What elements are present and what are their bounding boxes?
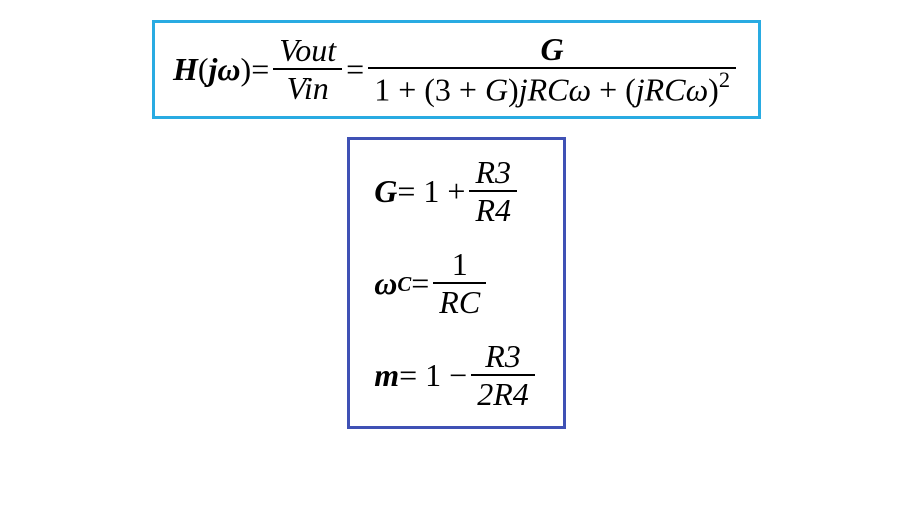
two-R4: 2R4 [471,376,535,412]
G-symbol: G [374,175,397,207]
G-equals: = 1 + [397,175,465,207]
vin: Vin [281,70,335,106]
equals-1: = [251,53,269,85]
one: 1 [446,246,474,282]
R4: R4 [469,192,517,228]
R3: R3 [469,154,517,190]
numerator-G: G [535,31,570,67]
one-over-RC: 1 RC [433,246,486,320]
open-paren: ( [198,53,209,85]
transfer-function-equation: H ( j ω ) = Vout Vin = G 1 + (3 + G)jRCω… [173,31,740,108]
m-definition: m = 1 − R3 2R4 [374,338,539,412]
R3-2: R3 [479,338,527,374]
equals-2: = [346,53,364,85]
RC: RC [433,284,486,320]
vout-vin-fraction: Vout Vin [273,32,342,106]
vout: Vout [273,32,342,68]
R3-2R4-fraction: R3 2R4 [471,338,535,412]
subscript-C: C [397,275,411,296]
omega-symbol: ω [217,53,240,85]
R3-R4-fraction: R3 R4 [469,154,517,228]
close-paren: ) [241,53,252,85]
omega-c-symbol: ω [374,267,397,299]
denominator: 1 + (3 + G)jRCω + (jRCω)2 [368,69,736,108]
main-fraction: G 1 + (3 + G)jRCω + (jRCω)2 [368,31,736,108]
omega-equals: = [411,267,429,299]
G-definition: G = 1 + R3 R4 [374,154,539,228]
transfer-function-box: H ( j ω ) = Vout Vin = G 1 + (3 + G)jRCω… [152,20,761,119]
definitions-box: G = 1 + R3 R4 ωC = 1 RC m = 1 − R3 2R4 [347,137,566,429]
H-symbol: H [173,53,198,85]
omega-c-definition: ωC = 1 RC [374,246,539,320]
j-symbol: j [209,53,218,85]
m-equals: = 1 − [399,359,467,391]
m-symbol: m [374,359,399,391]
